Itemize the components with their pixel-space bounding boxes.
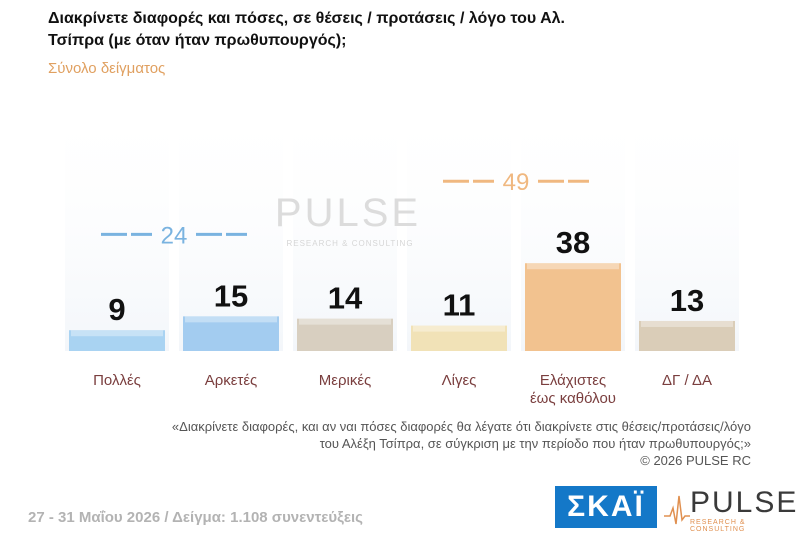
category-label: ΔΓ / ΔΑ bbox=[662, 372, 712, 389]
bar bbox=[639, 320, 735, 351]
category-label: Λίγες bbox=[441, 372, 477, 389]
background-column bbox=[635, 96, 739, 351]
bar bbox=[69, 330, 165, 351]
copyright: © 2026 PULSE RC bbox=[640, 453, 751, 468]
question-note: «Διακρίνετε διαφορές, και αν ναι πόσες δ… bbox=[111, 418, 751, 469]
bar-highlight bbox=[299, 318, 391, 325]
value-label: 9 bbox=[108, 292, 125, 327]
pulse-logo-word: PULSE bbox=[690, 486, 797, 519]
note-line-1: «Διακρίνετε διαφορές, και αν ναι πόσες δ… bbox=[171, 419, 751, 434]
bar bbox=[525, 263, 621, 351]
value-label: 13 bbox=[670, 283, 704, 318]
background-column bbox=[179, 96, 283, 351]
chart-subtitle: Σύνολο δείγματος bbox=[48, 60, 166, 77]
bar-highlight bbox=[641, 320, 733, 327]
category-label: Μερικές bbox=[318, 372, 372, 389]
category-label: Πολλές bbox=[93, 372, 141, 389]
watermark-sub: RESEARCH & CONSULTING bbox=[286, 239, 413, 248]
value-label: 14 bbox=[328, 281, 363, 316]
category-label: Αρκετές bbox=[204, 372, 258, 389]
pulse-logo-sub: RESEARCH & CONSULTING bbox=[690, 519, 746, 533]
background-column bbox=[65, 96, 169, 351]
bar-highlight bbox=[71, 330, 163, 337]
group-total-label: 24 bbox=[161, 222, 188, 249]
skai-logo: ΣΚΑΪ bbox=[555, 486, 657, 528]
value-label: 15 bbox=[214, 278, 248, 313]
fieldwork-info: 27 - 31 Μαΐου 2026 / Δείγμα: 1.108 συνεν… bbox=[28, 509, 363, 526]
bar-highlight bbox=[185, 316, 277, 323]
bar bbox=[411, 325, 507, 351]
group-total-label: 49 bbox=[503, 169, 530, 196]
background-column bbox=[407, 96, 511, 351]
value-label: 38 bbox=[556, 225, 590, 260]
background-column bbox=[293, 96, 397, 351]
bar bbox=[183, 316, 279, 351]
skai-logo-text: ΣΚΑΪ bbox=[567, 490, 645, 523]
chart-title: Διακρίνετε διαφορές και πόσες, σε θέσεις… bbox=[48, 10, 565, 49]
value-label: 11 bbox=[443, 288, 476, 323]
watermark-word: PULSE bbox=[275, 191, 421, 235]
bar-highlight bbox=[413, 325, 505, 332]
bar-highlight bbox=[527, 263, 619, 270]
pulse-logo: PULSE RESEARCH & CONSULTING bbox=[664, 486, 796, 533]
note-line-2: του Αλέξη Τσίπρα, σε σύγκριση με την περ… bbox=[319, 436, 751, 451]
bar bbox=[297, 318, 393, 351]
category-label: Ελάχιστες έως καθόλου bbox=[529, 372, 616, 407]
pulse-wave-icon bbox=[664, 495, 690, 525]
